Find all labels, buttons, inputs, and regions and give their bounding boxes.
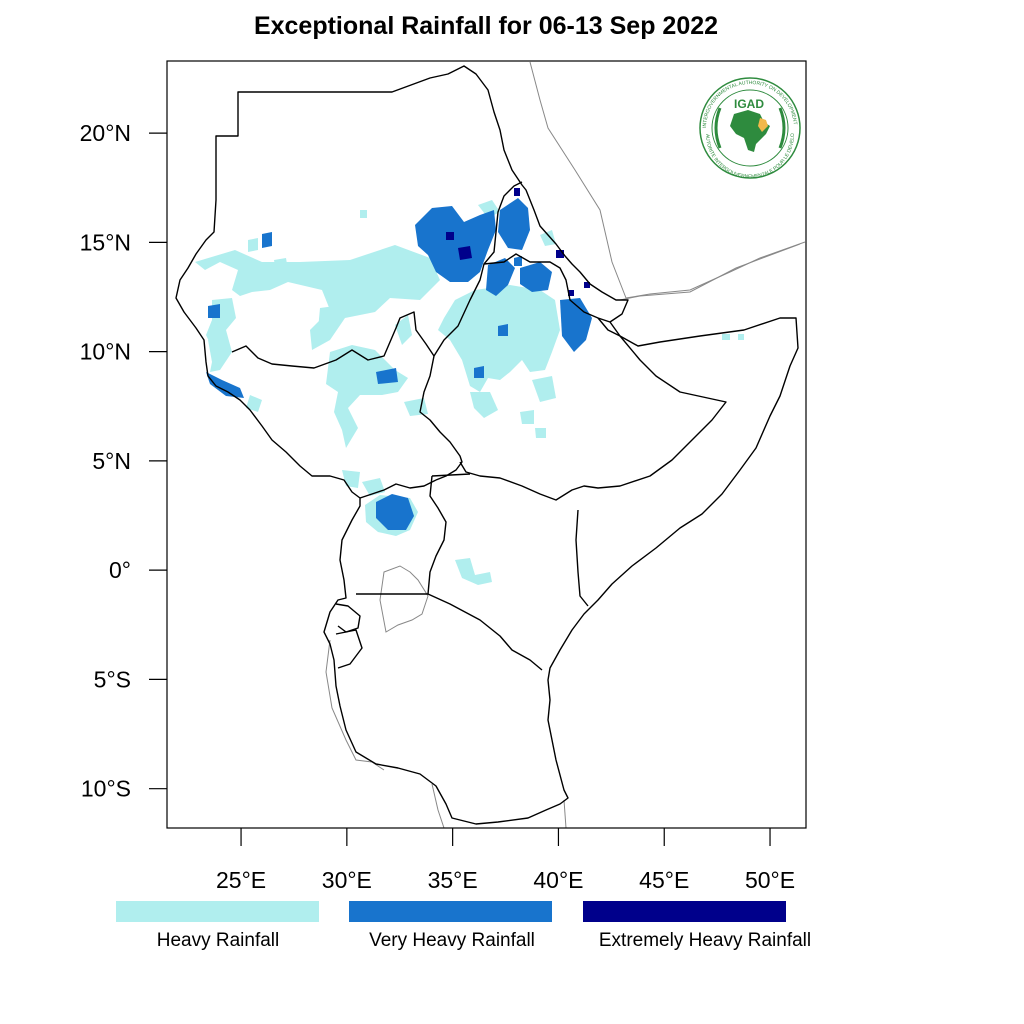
lat-tick-label: 0° [109, 557, 131, 583]
heavy-rainfall-areas [195, 200, 744, 585]
lon-tick-label: 40°E [533, 867, 583, 893]
lat-tick-label: 10°N [80, 339, 131, 365]
legend-label-extremely-heavy: Extremely Heavy Rainfall [598, 930, 812, 951]
lon-tick-label: 25°E [216, 867, 266, 893]
laurel-left-icon [714, 107, 722, 149]
country-boundaries [175, 65, 799, 825]
lat-tick-label: 10°S [81, 776, 131, 802]
lat-tick-label: 5°N [92, 448, 131, 474]
igad-logo: IGAD INTERGOVERNMENTAL AUTHORITY ON DEVE… [699, 77, 801, 180]
map-border [166, 60, 807, 829]
map-title: Exceptional Rainfall for 06-13 Sep 2022 [253, 12, 719, 40]
logo-text: IGAD [734, 97, 764, 111]
legend-swatch-very-heavy [349, 901, 552, 922]
lon-tick-label: 45°E [639, 867, 689, 893]
latitude-axis: 20°N 15°N 10°N 5°N 0° 5°S 10°S [80, 120, 167, 802]
laurel-right-icon [778, 107, 786, 149]
map-frame [166, 60, 807, 829]
legend-label-very-heavy: Very Heavy Rainfall [369, 930, 535, 951]
legend-swatch-extremely-heavy [583, 901, 786, 922]
logo-inner-ring [711, 89, 789, 167]
lat-tick-label: 15°N [80, 229, 131, 255]
lon-tick-label: 30°E [322, 867, 372, 893]
legend-label-heavy: Heavy Rainfall [156, 930, 280, 951]
horn-region-icon [758, 118, 768, 132]
lon-tick-label: 50°E [745, 867, 795, 893]
lon-tick-label: 35°E [428, 867, 478, 893]
longitude-axis: 25°E 30°E 35°E 40°E 45°E 50°E [216, 828, 795, 893]
legend-swatch-heavy [116, 901, 319, 922]
rainfall-layer [195, 188, 744, 585]
lat-tick-label: 5°S [94, 666, 131, 692]
lat-tick-label: 20°N [80, 120, 131, 146]
neighbouring-coastlines [325, 61, 806, 829]
extremely-heavy-rainfall-areas [446, 188, 590, 296]
